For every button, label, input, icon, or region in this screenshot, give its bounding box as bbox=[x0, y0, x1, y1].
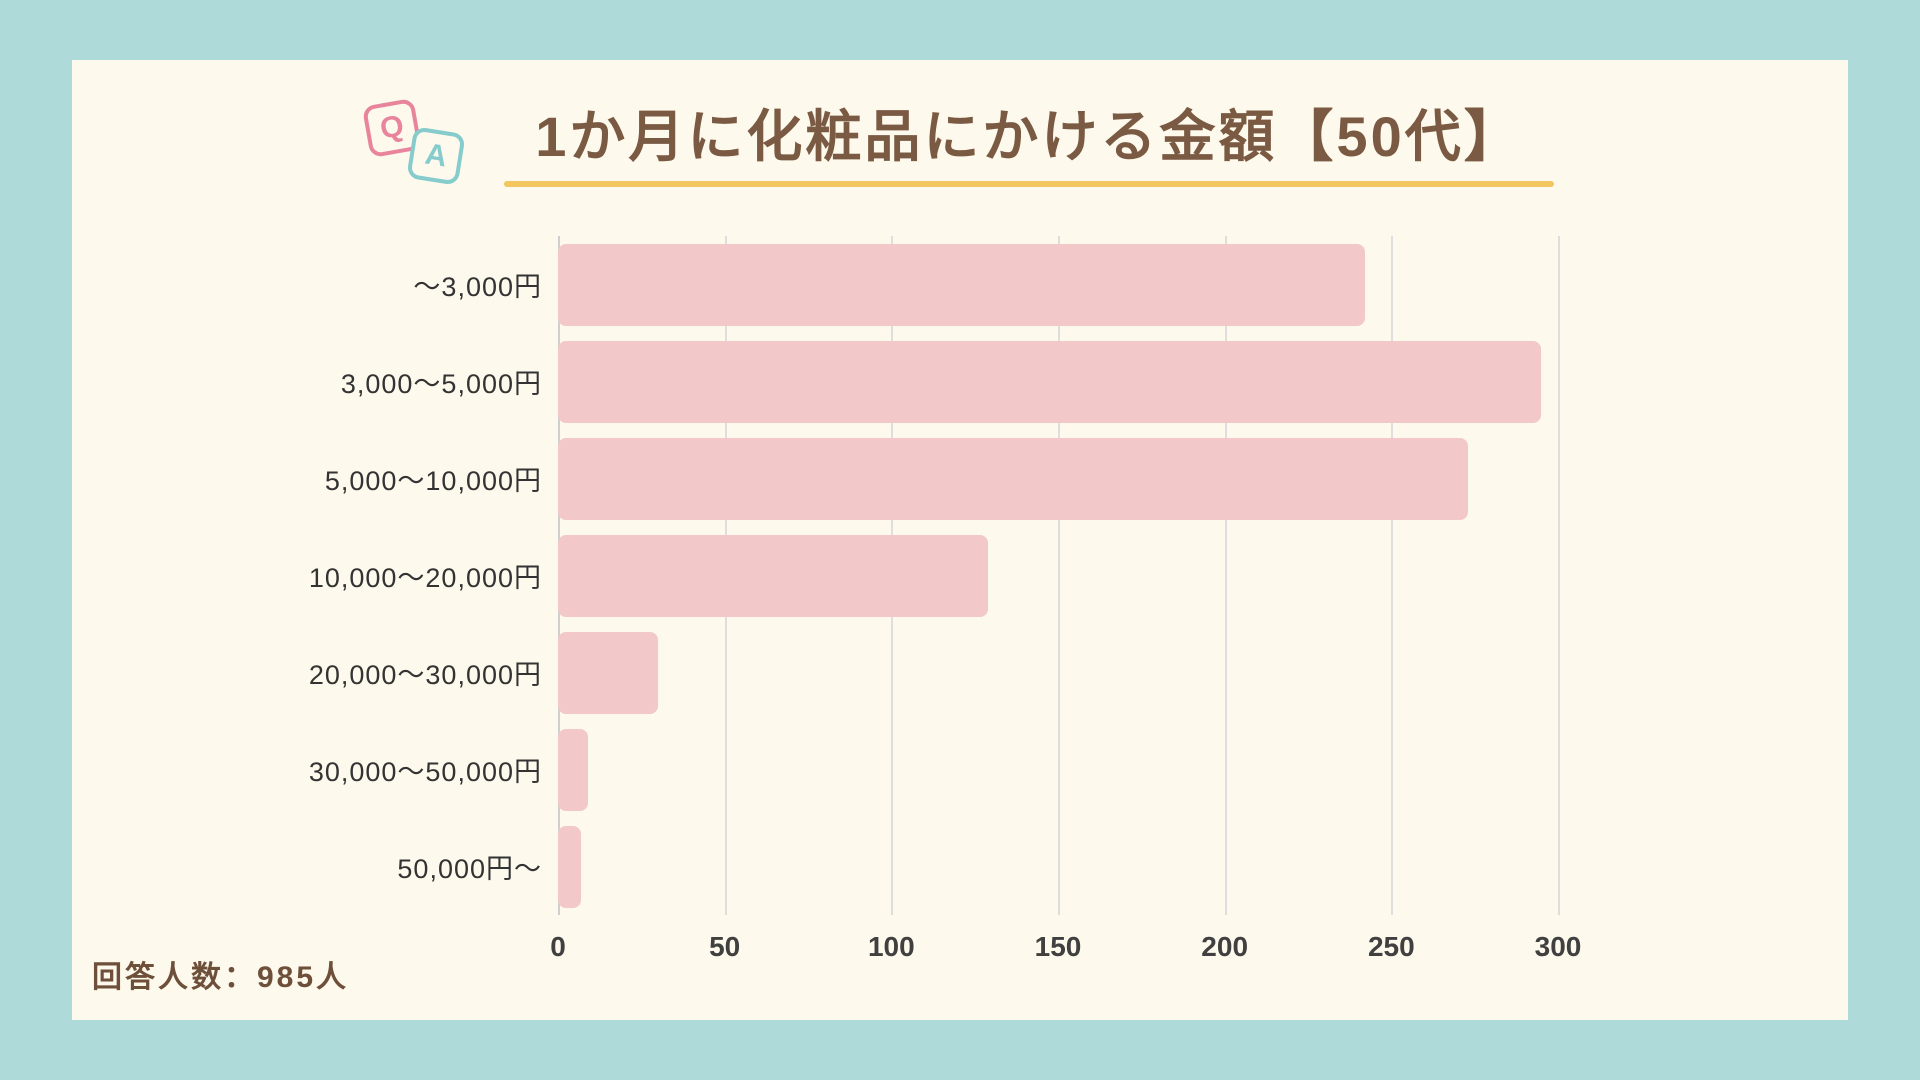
bar bbox=[558, 534, 988, 617]
bar bbox=[558, 825, 582, 908]
header: Q A 1か月に化粧品にかける金額【50代】 bbox=[72, 97, 1848, 192]
title-block: 1か月に化粧品にかける金額【50代】 bbox=[504, 104, 1554, 188]
gridline-150 bbox=[1058, 236, 1060, 915]
category-label: 30,000～50,000円 bbox=[308, 757, 542, 787]
x-tick-label-200: 200 bbox=[1201, 931, 1249, 962]
category-label: 5,000～10,000円 bbox=[324, 466, 542, 496]
x-tick-label-100: 100 bbox=[867, 931, 915, 962]
x-tick-label-300: 300 bbox=[1534, 931, 1582, 962]
bar-row bbox=[558, 818, 1658, 915]
bar-row bbox=[558, 333, 1658, 430]
category-label: 50,000円～ bbox=[397, 854, 542, 884]
infographic-card: Q A 1か月に化粧品にかける金額【50代】 ～3,000円 3,000～5,00… bbox=[72, 60, 1848, 1020]
category-label: 20,000～30,000円 bbox=[308, 660, 542, 690]
bar-row bbox=[558, 527, 1658, 624]
qa-speech-bubbles-icon: Q A bbox=[361, 97, 470, 192]
category-labels-column: ～3,000円 3,000～5,000円 5,000～10,000円 10,000～2… bbox=[82, 236, 558, 915]
title-underline bbox=[504, 181, 1554, 188]
bar-row bbox=[558, 721, 1658, 818]
page-title: 1か月に化粧品にかける金額【50代】 bbox=[535, 104, 1523, 168]
category-label: 3,000～5,000円 bbox=[340, 369, 542, 399]
x-tick-label-150: 150 bbox=[1034, 931, 1082, 962]
category-label: 10,000～20,000円 bbox=[308, 563, 542, 593]
x-tick-label-0: 0 bbox=[550, 931, 566, 962]
bar bbox=[558, 437, 1468, 520]
bar bbox=[558, 728, 588, 811]
x-tick-label-250: 250 bbox=[1367, 931, 1415, 962]
bar bbox=[558, 340, 1542, 423]
respondents-count-label: 回答人数：985人 bbox=[92, 961, 350, 994]
bar-chart: ～3,000円 3,000～5,000円 5,000～10,000円 10,000～2… bbox=[72, 236, 1848, 915]
bar bbox=[558, 631, 658, 714]
x-tick-label-50: 50 bbox=[709, 931, 741, 962]
bar-row bbox=[558, 624, 1658, 721]
category-label: ～3,000円 bbox=[413, 272, 542, 302]
bar-row bbox=[558, 430, 1658, 527]
x-axis-tick-labels: 0 50 100 150 200 250 300 bbox=[550, 915, 1658, 973]
gridline-300 bbox=[1558, 236, 1560, 915]
gridline-200 bbox=[1224, 236, 1227, 915]
bar bbox=[558, 243, 1365, 326]
bar-row bbox=[558, 236, 1658, 333]
plot-area bbox=[558, 236, 1658, 915]
gridline-250 bbox=[1391, 236, 1394, 915]
a-bubble-icon: A bbox=[406, 126, 466, 186]
